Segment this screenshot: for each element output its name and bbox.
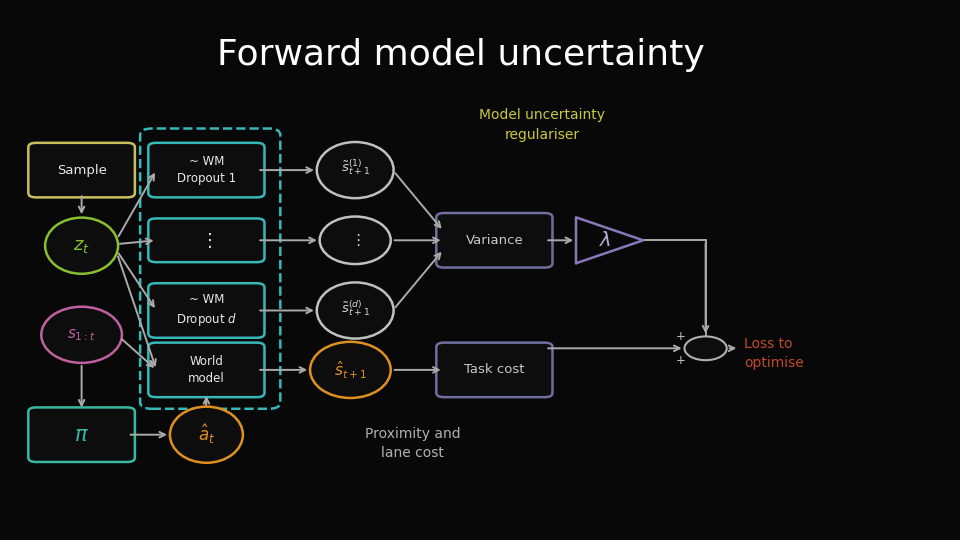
Text: Forward model uncertainty: Forward model uncertainty <box>217 38 705 72</box>
Text: $\vdots$: $\vdots$ <box>201 231 212 250</box>
FancyBboxPatch shape <box>148 283 264 338</box>
Text: $s_{1:t}$: $s_{1:t}$ <box>67 327 96 343</box>
Ellipse shape <box>310 342 391 398</box>
FancyBboxPatch shape <box>148 342 264 397</box>
Text: Task cost: Task cost <box>464 363 525 376</box>
FancyBboxPatch shape <box>436 342 553 397</box>
Text: +: + <box>676 330 685 343</box>
Ellipse shape <box>317 142 394 198</box>
Text: Model uncertainty
regulariser: Model uncertainty regulariser <box>479 108 606 141</box>
Ellipse shape <box>317 282 394 339</box>
Text: $\tilde{s}^{(d)}_{t+1}$: $\tilde{s}^{(d)}_{t+1}$ <box>341 298 370 318</box>
Ellipse shape <box>170 407 243 463</box>
Text: $\vdots$: $\vdots$ <box>350 232 360 248</box>
Text: Loss to
optimise: Loss to optimise <box>744 337 804 370</box>
Text: $\lambda$: $\lambda$ <box>599 231 611 250</box>
Circle shape <box>684 336 727 360</box>
Ellipse shape <box>45 218 118 274</box>
Text: World
model: World model <box>188 355 225 385</box>
Text: $z_t$: $z_t$ <box>73 237 90 255</box>
Text: Proximity and
lane cost: Proximity and lane cost <box>365 427 461 460</box>
Text: $\hat{a}_t$: $\hat{a}_t$ <box>198 423 215 447</box>
Text: ~ WM
Dropout 1: ~ WM Dropout 1 <box>177 155 236 185</box>
Text: $\pi$: $\pi$ <box>74 424 89 445</box>
Text: +: + <box>676 354 685 367</box>
FancyBboxPatch shape <box>29 143 134 197</box>
FancyBboxPatch shape <box>436 213 553 267</box>
FancyBboxPatch shape <box>29 407 134 462</box>
Text: $\tilde{s}^{(1)}_{t+1}$: $\tilde{s}^{(1)}_{t+1}$ <box>341 158 370 177</box>
Text: ~ WM
Dropout $d$: ~ WM Dropout $d$ <box>176 293 237 328</box>
Text: $\hat{s}_{t+1}$: $\hat{s}_{t+1}$ <box>334 359 367 381</box>
Text: Variance: Variance <box>466 234 523 247</box>
FancyBboxPatch shape <box>148 218 264 262</box>
Ellipse shape <box>320 217 391 264</box>
Text: Sample: Sample <box>57 164 107 177</box>
FancyBboxPatch shape <box>148 143 264 197</box>
Ellipse shape <box>41 307 122 363</box>
